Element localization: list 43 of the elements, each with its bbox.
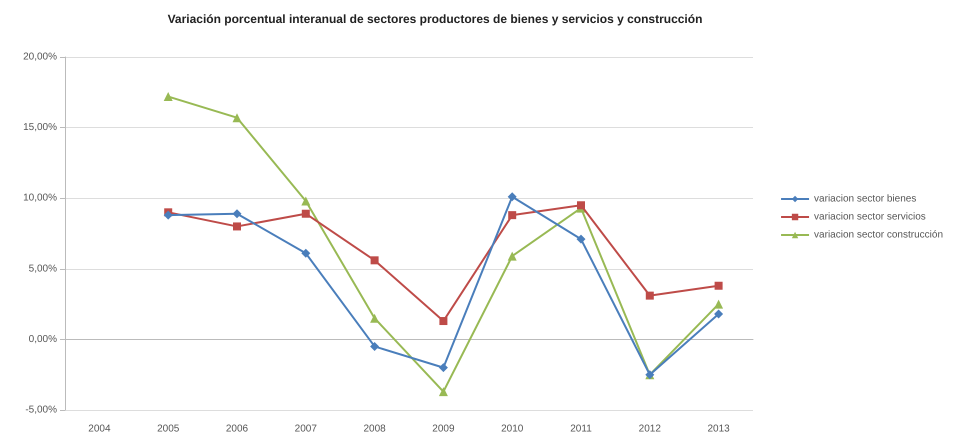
point (164, 92, 173, 102)
point (646, 292, 654, 300)
y-tick-label: -5,00% (25, 404, 58, 416)
x-tick-label: 2011 (570, 424, 592, 434)
point (370, 314, 380, 323)
point (370, 256, 379, 264)
x-tick-label: 2008 (363, 424, 386, 434)
point (233, 222, 241, 230)
legend-label: variacion sector bienes (814, 194, 916, 204)
x-tick-label: 2013 (707, 424, 730, 434)
x-tick-label: 2006 (226, 424, 249, 434)
y-tick-label: 0,00% (28, 334, 58, 345)
point (714, 282, 723, 290)
y-tick-label: 15,00% (23, 122, 58, 134)
point (576, 234, 586, 244)
y-tick-label: 5,00% (28, 263, 58, 274)
chart-title: Variación porcentual interanual de sectores productores de bienes y servicios y construcción (168, 12, 702, 26)
x-tick-label: 2004 (88, 424, 111, 434)
point (577, 201, 585, 210)
point (232, 113, 242, 122)
x-tick-label: 2007 (294, 424, 318, 434)
point (232, 209, 242, 218)
x-tick-label: 2010 (501, 424, 524, 434)
y-tick-label: 10,00% (23, 192, 58, 204)
point (714, 300, 724, 309)
point (438, 387, 448, 396)
point (370, 342, 380, 351)
point (301, 248, 310, 258)
x-tick-label: 2009 (432, 424, 455, 434)
point (301, 196, 310, 206)
x-tick-label: 2012 (638, 424, 662, 434)
point (439, 317, 448, 326)
point (508, 211, 516, 220)
y-tick-label: 20,00% (23, 52, 58, 62)
x-tick-label: 2005 (157, 424, 180, 434)
point (714, 309, 724, 318)
legend-label: variacion sector servicios (814, 212, 926, 222)
point (302, 210, 310, 218)
point (164, 210, 173, 220)
point (508, 252, 517, 261)
point (508, 192, 517, 202)
point (438, 363, 448, 372)
legend-label: variacion sector construcción (814, 230, 944, 240)
